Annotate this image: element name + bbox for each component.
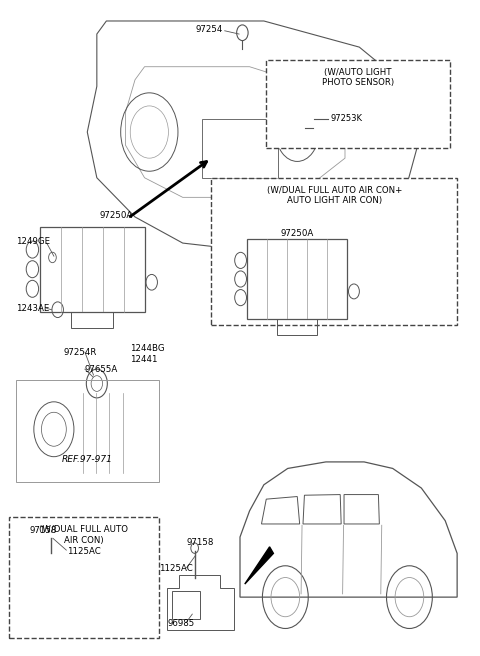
Text: 97254: 97254 — [196, 25, 223, 34]
Text: 97254R: 97254R — [63, 348, 97, 357]
Text: 97655A: 97655A — [85, 365, 118, 374]
Text: 97250A: 97250A — [281, 229, 314, 238]
Text: 97158: 97158 — [29, 526, 57, 535]
Text: 1125AC: 1125AC — [67, 547, 101, 556]
Text: (W/DUAL FULL AUTO
AIR CON): (W/DUAL FULL AUTO AIR CON) — [39, 525, 128, 544]
Bar — [277, 319, 317, 335]
Text: 97253K: 97253K — [331, 114, 363, 123]
FancyBboxPatch shape — [9, 518, 159, 638]
Text: 1243AE: 1243AE — [16, 304, 49, 313]
Text: 1244BG: 1244BG — [130, 344, 165, 354]
Bar — [247, 239, 347, 319]
Bar — [16, 380, 159, 482]
Bar — [71, 312, 113, 328]
FancyBboxPatch shape — [211, 178, 457, 325]
Text: 1249GE: 1249GE — [16, 237, 50, 245]
Bar — [172, 591, 200, 619]
Text: (W/AUTO LIGHT
PHOTO SENSOR): (W/AUTO LIGHT PHOTO SENSOR) — [322, 68, 394, 87]
Polygon shape — [245, 547, 274, 584]
Text: 12441: 12441 — [130, 355, 158, 364]
Bar — [39, 227, 144, 312]
Text: (W/DUAL FULL AUTO AIR CON+
AUTO LIGHT AIR CON): (W/DUAL FULL AUTO AIR CON+ AUTO LIGHT AI… — [266, 186, 402, 205]
Text: 96985: 96985 — [168, 619, 195, 628]
Bar — [36, 581, 63, 607]
Text: 1125AC: 1125AC — [159, 564, 192, 573]
Text: 97158: 97158 — [187, 538, 214, 546]
Text: REF.97-971: REF.97-971 — [62, 455, 113, 464]
Bar — [202, 119, 278, 178]
Text: 97250A: 97250A — [99, 211, 132, 220]
FancyBboxPatch shape — [266, 60, 450, 148]
